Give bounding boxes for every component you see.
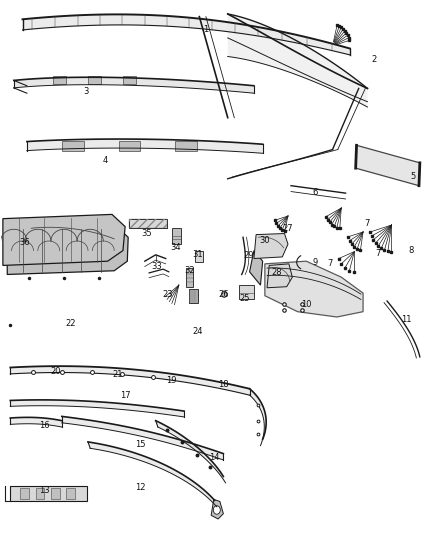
Text: 21: 21 — [113, 370, 123, 379]
Bar — [239, 285, 254, 300]
Text: 32: 32 — [184, 266, 194, 275]
Text: 7: 7 — [365, 220, 370, 229]
Polygon shape — [62, 416, 223, 460]
Polygon shape — [11, 417, 62, 427]
Text: 20: 20 — [50, 367, 60, 376]
Bar — [88, 76, 101, 84]
Text: 10: 10 — [301, 300, 311, 309]
Text: 7: 7 — [328, 260, 333, 268]
Polygon shape — [11, 400, 184, 417]
Text: 27: 27 — [283, 224, 293, 233]
Polygon shape — [22, 14, 350, 55]
Bar — [62, 141, 84, 151]
Bar — [175, 141, 197, 151]
Text: 8: 8 — [408, 246, 414, 255]
Text: 12: 12 — [135, 482, 146, 491]
Polygon shape — [211, 499, 223, 519]
Text: 33: 33 — [152, 262, 162, 271]
Polygon shape — [27, 139, 263, 154]
Polygon shape — [267, 264, 292, 288]
Text: 25: 25 — [239, 294, 250, 303]
Bar — [123, 76, 136, 84]
Bar — [66, 488, 75, 499]
Polygon shape — [356, 146, 420, 185]
Text: 11: 11 — [402, 315, 412, 324]
Text: 17: 17 — [120, 391, 131, 400]
Text: 16: 16 — [39, 422, 49, 431]
Text: 35: 35 — [141, 229, 152, 238]
Text: 29: 29 — [244, 252, 254, 260]
Text: 31: 31 — [192, 251, 202, 260]
Bar — [189, 289, 198, 303]
Polygon shape — [7, 227, 128, 274]
Text: 22: 22 — [65, 319, 76, 328]
Bar — [20, 488, 29, 499]
Bar — [130, 219, 166, 228]
Text: 23: 23 — [162, 289, 173, 298]
Polygon shape — [11, 366, 250, 395]
Text: 13: 13 — [39, 486, 49, 495]
Bar — [195, 251, 203, 262]
Text: 6: 6 — [312, 188, 318, 197]
Bar — [53, 76, 66, 84]
Text: 30: 30 — [260, 237, 270, 246]
Text: 5: 5 — [411, 172, 416, 181]
Bar — [51, 488, 60, 499]
Polygon shape — [265, 261, 363, 317]
Bar — [119, 141, 141, 151]
Polygon shape — [14, 77, 254, 93]
Text: 14: 14 — [209, 454, 220, 463]
Bar — [172, 228, 181, 244]
Bar — [11, 486, 87, 502]
Text: 15: 15 — [135, 440, 146, 449]
Text: 24: 24 — [192, 327, 202, 336]
Text: 3: 3 — [83, 86, 88, 95]
Text: 34: 34 — [170, 244, 180, 253]
Text: 18: 18 — [218, 380, 229, 389]
Circle shape — [213, 506, 220, 514]
Text: 4: 4 — [103, 156, 108, 165]
Text: 9: 9 — [312, 258, 318, 266]
Polygon shape — [254, 233, 288, 259]
Bar — [186, 268, 193, 287]
Circle shape — [222, 291, 227, 297]
Polygon shape — [250, 251, 263, 285]
Polygon shape — [3, 214, 125, 265]
Text: 26: 26 — [218, 289, 229, 298]
Text: 7: 7 — [376, 249, 381, 258]
Text: 36: 36 — [19, 238, 30, 247]
Text: 19: 19 — [166, 376, 176, 385]
Text: 2: 2 — [371, 55, 377, 63]
Text: 28: 28 — [271, 269, 282, 277]
Bar — [35, 488, 44, 499]
Polygon shape — [155, 421, 226, 483]
Polygon shape — [88, 442, 217, 507]
Text: 1: 1 — [203, 26, 208, 35]
Bar — [130, 219, 166, 228]
Polygon shape — [228, 14, 367, 107]
Polygon shape — [250, 389, 266, 446]
